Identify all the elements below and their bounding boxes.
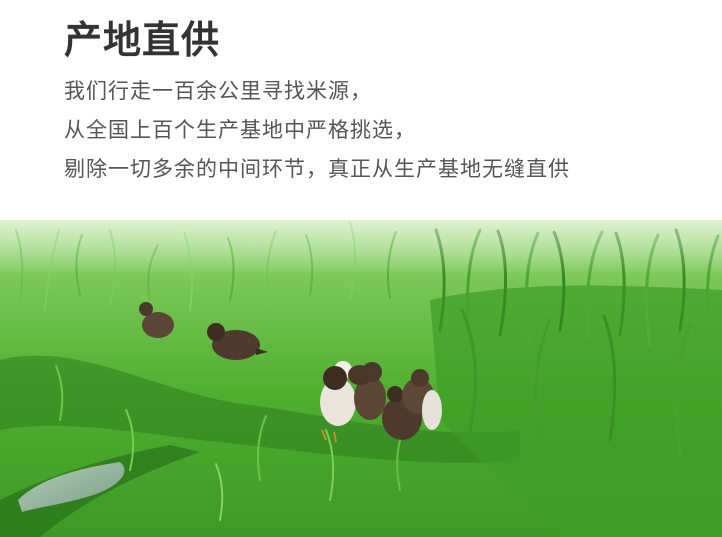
top-fade	[0, 0, 722, 275]
duckling	[354, 376, 386, 420]
duckling	[323, 366, 347, 390]
duckling	[142, 312, 174, 338]
field-shadow	[0, 355, 520, 463]
intro-line-3: 剔除一切多余的中间环节，真正从生产基地无缝直供	[64, 157, 570, 181]
duckling	[320, 378, 356, 426]
intro-paragraph: 我们行走一百余公里寻找米源， 从全国上百个生产基地中严格挑选， 剔除一切多余的中…	[64, 72, 704, 189]
intro-line-1: 我们行走一百余公里寻找米源，	[64, 79, 372, 103]
intro-text-block: 产地直供 我们行走一百余公里寻找米源， 从全国上百个生产基地中严格挑选， 剔除一…	[64, 14, 704, 189]
ducklings-in-rice-field-icon	[139, 302, 442, 443]
rice-plants-right	[430, 285, 722, 537]
duckling	[348, 365, 372, 385]
duckling	[422, 390, 442, 430]
water-puddle	[18, 462, 125, 512]
page-title: 产地直供	[64, 18, 221, 62]
duckling	[212, 330, 260, 360]
intro-line-2: 从全国上百个生产基地中严格挑选，	[64, 118, 416, 142]
